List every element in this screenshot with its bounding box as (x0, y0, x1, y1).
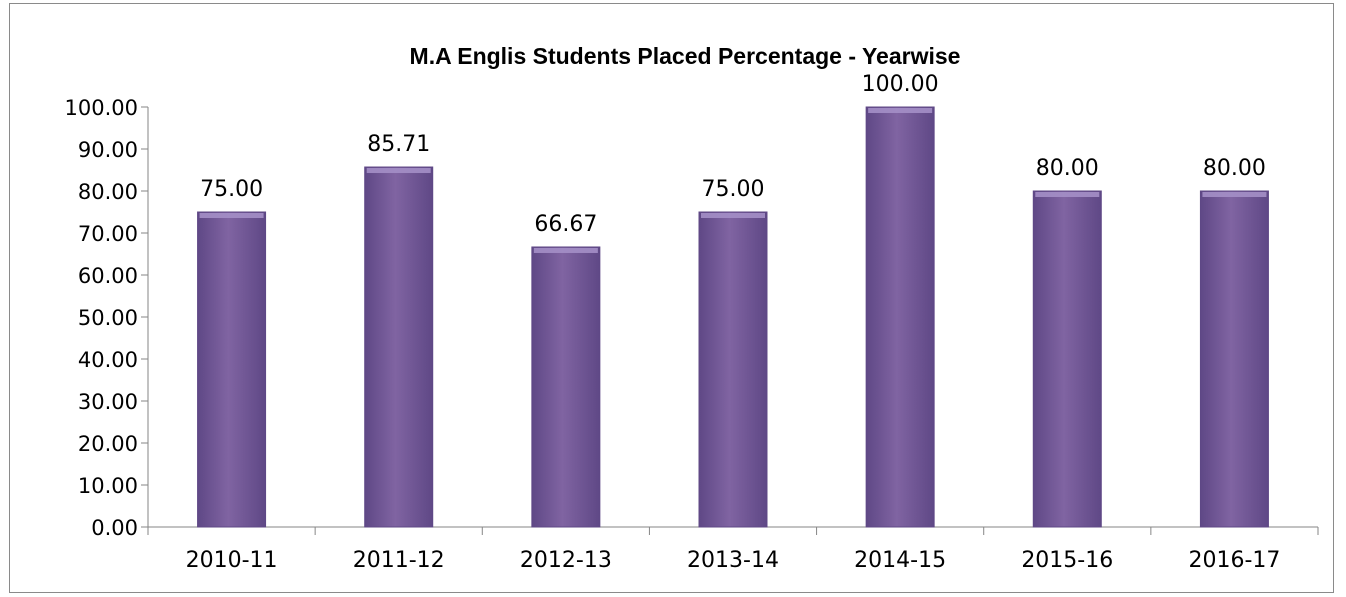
x-tick-label: 2011-12 (353, 548, 445, 573)
x-tick-label: 2015-16 (1021, 548, 1113, 573)
data-label: 66.67 (534, 212, 597, 237)
bar (865, 106, 935, 528)
y-axis: 0.00 10.00 20.00 30.00 40.00 50.00 60.00 70.00 8… (65, 96, 149, 540)
bar (698, 211, 768, 528)
y-tick-label: 80.00 (78, 180, 138, 204)
x-tick-label: 2010-11 (186, 548, 278, 573)
y-tick-label: 50.00 (78, 306, 138, 330)
x-axis: 2010-11 2011-12 2012-13 2013-14 2014-15 2015-… (147, 526, 1319, 573)
x-tick-label: 2014-15 (854, 548, 946, 573)
data-label: 75.00 (702, 177, 765, 202)
y-tick-label: 60.00 (78, 264, 138, 288)
x-tick-label: 2012-13 (520, 548, 612, 573)
bar-highlight (701, 213, 765, 218)
bar-highlight (868, 108, 933, 113)
data-labels: 75.00 85.71 66.67 75.00 100.00 80.00 80.00 (200, 72, 1266, 237)
bar-highlight (1202, 192, 1267, 197)
y-tick-label: 0.00 (91, 516, 138, 540)
bar (197, 211, 267, 528)
x-tick-label: 2016-17 (1188, 548, 1280, 573)
bar (364, 166, 434, 528)
bar (1032, 190, 1102, 528)
bar (531, 246, 601, 528)
y-tick-label: 100.00 (65, 96, 138, 120)
data-label: 85.71 (367, 132, 430, 157)
y-tick-label: 10.00 (78, 474, 138, 498)
y-tick-label: 40.00 (78, 348, 138, 372)
y-tick-label: 70.00 (78, 222, 138, 246)
y-tick-label: 30.00 (78, 390, 138, 414)
bar-highlight (199, 213, 264, 218)
y-tick-label: 20.00 (78, 432, 138, 456)
bar-highlight (533, 247, 598, 253)
data-label: 75.00 (200, 177, 263, 202)
bar-highlight (366, 168, 431, 174)
bar (1199, 190, 1269, 528)
data-label: 100.00 (862, 72, 939, 97)
chart-title: M.A Englis Students Placed Percentage - … (410, 43, 961, 69)
bars (197, 106, 1269, 528)
bar-highlight (1035, 192, 1100, 197)
x-tick-label: 2013-14 (687, 548, 779, 573)
y-tick-label: 90.00 (78, 138, 138, 162)
data-label: 80.00 (1203, 156, 1266, 181)
data-label: 80.00 (1036, 156, 1099, 181)
